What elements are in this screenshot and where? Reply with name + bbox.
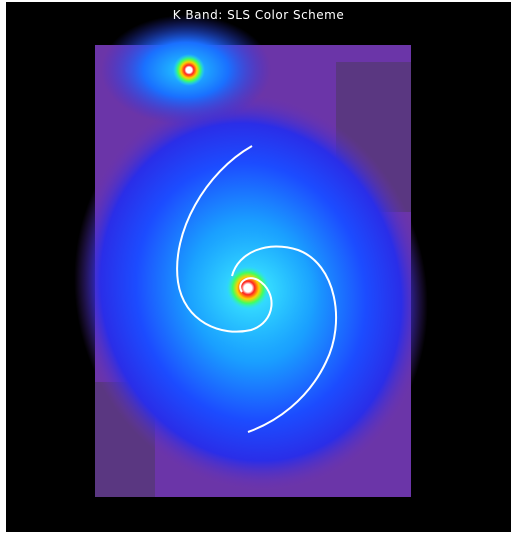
image-frame: K Band: SLS Color Scheme bbox=[6, 2, 511, 532]
page: K Band: SLS Color Scheme bbox=[0, 0, 516, 535]
companion-core bbox=[173, 54, 205, 86]
galaxy-image bbox=[6, 2, 511, 532]
